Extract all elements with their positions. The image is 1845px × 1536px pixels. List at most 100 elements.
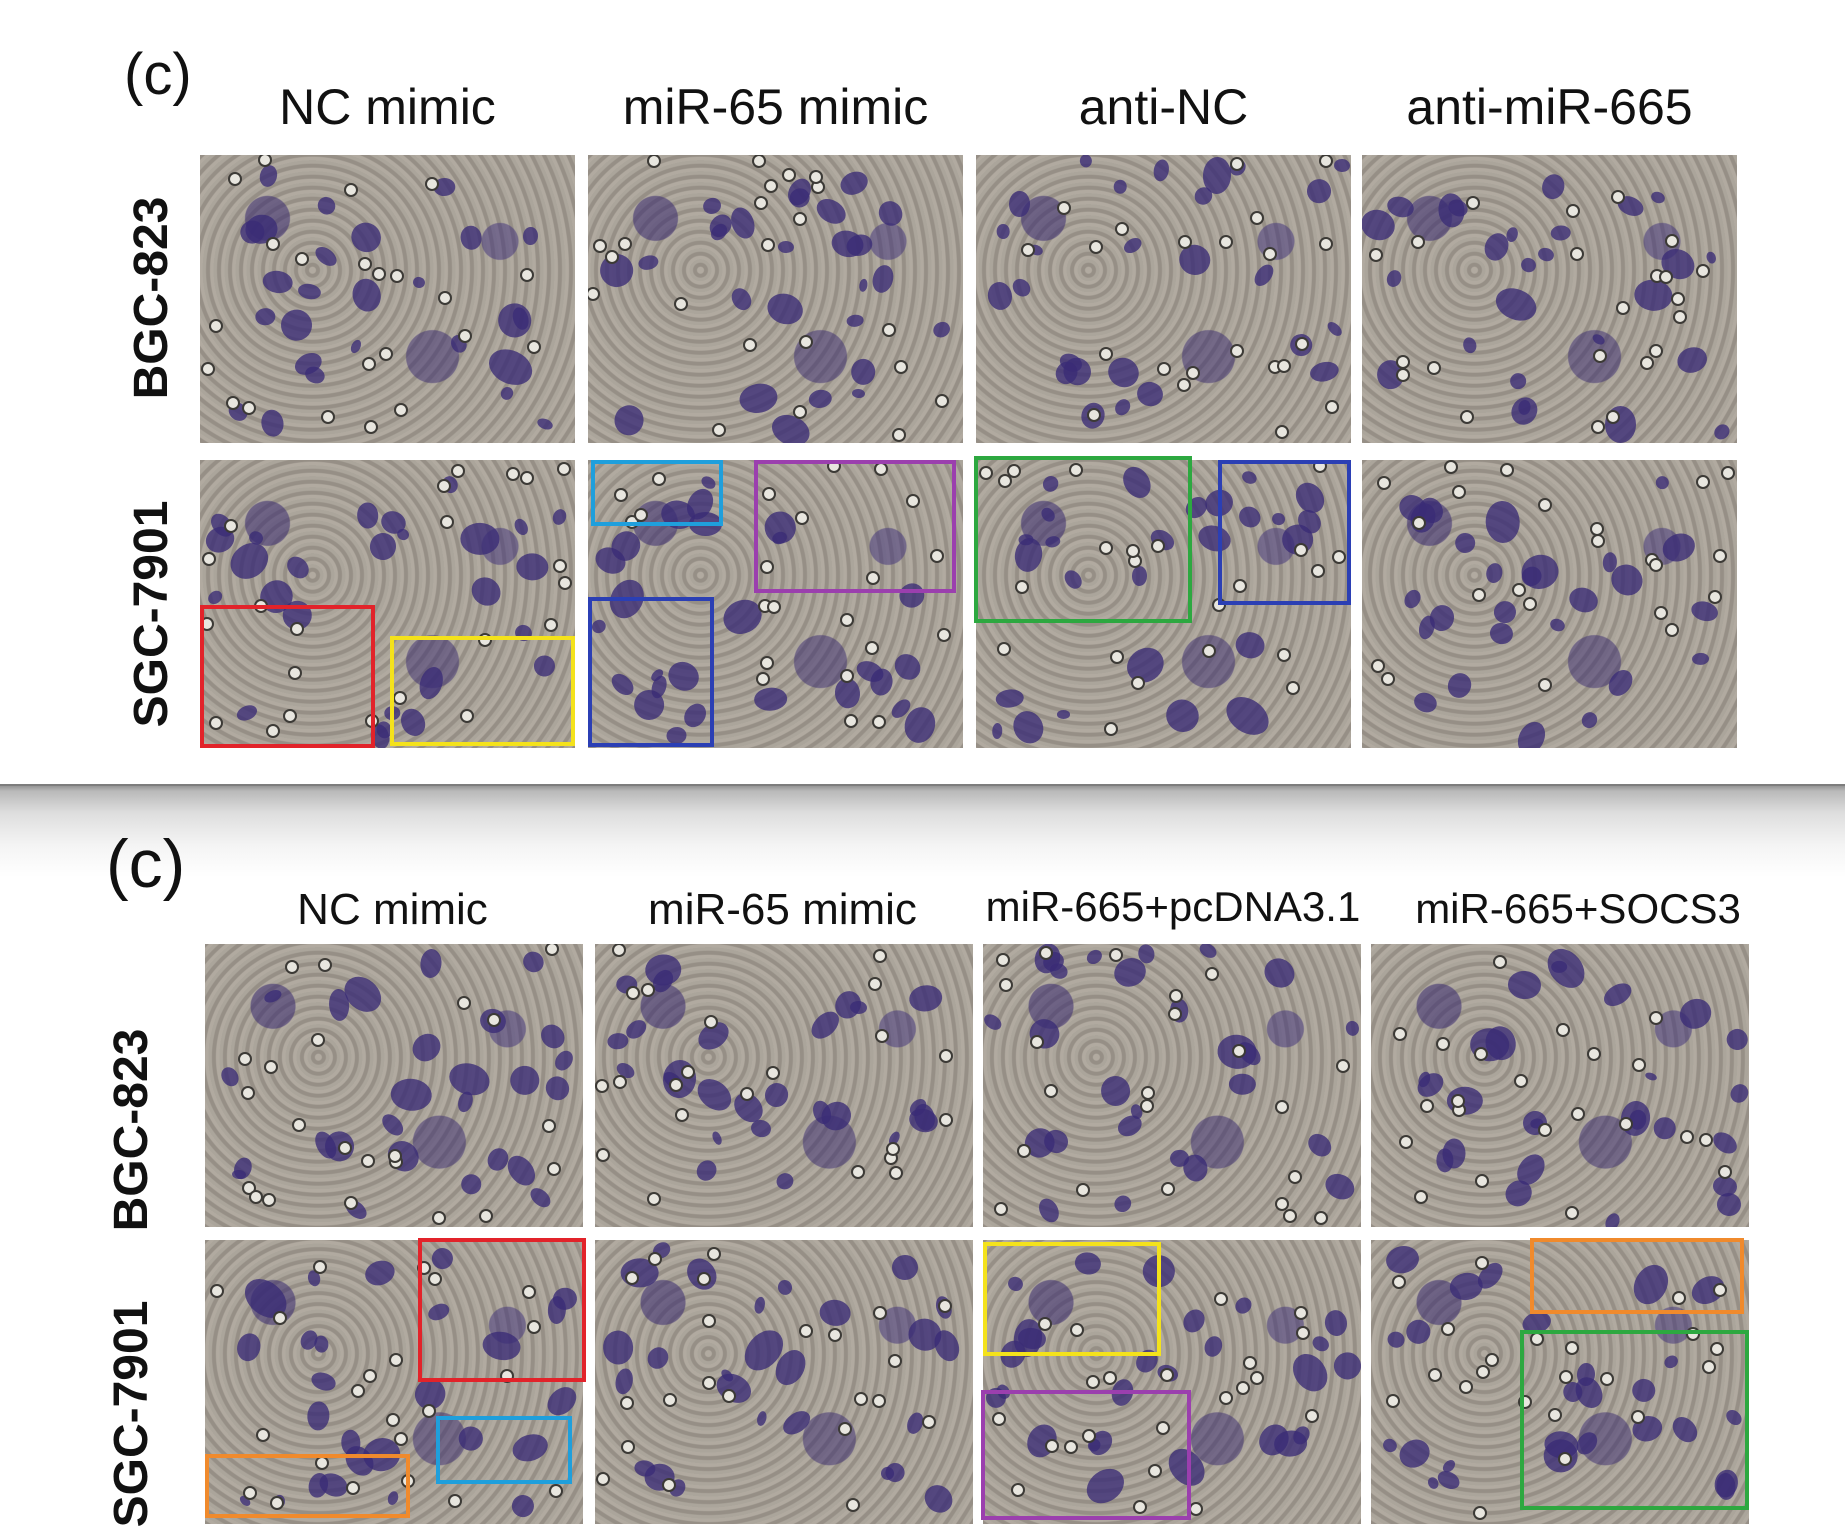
membrane-pore — [754, 156, 765, 167]
membrane-pore — [245, 1487, 255, 1498]
stained-cell — [1401, 1314, 1436, 1349]
membrane-pore — [274, 1312, 285, 1323]
stained-cell — [1233, 629, 1268, 662]
stained-cell — [1250, 261, 1277, 290]
membrane-pore — [762, 561, 773, 572]
membrane-pore — [724, 1391, 735, 1402]
membrane-pore — [259, 155, 270, 166]
stained-cell — [1548, 616, 1567, 634]
micrograph-sgc7901-mir-665-socs3 — [1371, 1240, 1749, 1524]
membrane-pore — [893, 429, 904, 440]
membrane-pore — [1023, 244, 1034, 255]
membrane-pore — [1289, 1171, 1300, 1182]
membrane-pore — [767, 1067, 778, 1078]
membrane-pore — [1169, 1009, 1180, 1020]
membrane-pore — [1278, 649, 1289, 660]
stained-cell — [1507, 369, 1530, 393]
column-label-nc-mimic: NC mimic — [297, 885, 488, 934]
membrane-pore — [390, 1156, 401, 1167]
membrane-pore — [439, 480, 450, 491]
membrane-pore — [210, 320, 221, 331]
stained-cell — [368, 531, 398, 562]
membrane-pore — [244, 1183, 255, 1194]
stained-cell — [1723, 1024, 1749, 1054]
membrane-pore — [551, 1485, 562, 1496]
membrane-pore — [204, 553, 215, 564]
membrane-pore — [744, 340, 755, 351]
membrane-pore — [548, 1163, 559, 1174]
stained-cell — [1078, 155, 1093, 169]
membrane-pore — [1601, 1374, 1612, 1385]
membrane-pore — [1651, 270, 1662, 281]
membrane-pore — [258, 1430, 269, 1441]
stained-cell — [773, 1169, 797, 1193]
stained-cell — [1539, 171, 1568, 202]
stained-cell — [1324, 319, 1345, 339]
membrane-pore — [1171, 991, 1182, 1002]
membrane-pore — [1515, 1076, 1526, 1087]
membrane-pore — [395, 405, 406, 416]
stained-cell — [297, 282, 323, 302]
membrane-pore — [394, 692, 405, 703]
membrane-pore — [1059, 203, 1070, 214]
highlight-box-dark-blue — [588, 597, 714, 747]
stained-cell — [874, 196, 908, 231]
membrane-pore — [848, 1499, 859, 1510]
membrane-pore — [1288, 682, 1299, 693]
stained-cell — [551, 1047, 577, 1074]
membrane-pore — [424, 1406, 435, 1417]
membrane-pore — [1110, 950, 1121, 961]
membrane-pore — [1032, 1036, 1043, 1047]
membrane-pore — [1567, 1207, 1578, 1218]
membrane-pore — [874, 1308, 885, 1319]
membrane-pore — [874, 1395, 885, 1406]
membrane-pore — [1106, 724, 1117, 735]
figure-label: (c) — [124, 42, 192, 107]
membrane-pore — [1414, 518, 1425, 529]
membrane-pore — [1620, 1118, 1631, 1129]
stained-cell — [907, 982, 944, 1014]
membrane-pore — [479, 635, 490, 646]
stained-cell — [752, 1296, 767, 1315]
stained-cell — [1304, 1129, 1337, 1161]
membrane-pore — [1231, 159, 1242, 170]
stained-cell — [541, 1071, 574, 1105]
membrane-pore — [1220, 236, 1231, 247]
stained-cell — [891, 1254, 918, 1281]
membrane-pore — [1650, 560, 1661, 571]
membrane-pore — [627, 988, 638, 999]
stained-cell — [775, 1278, 794, 1297]
membrane-pore — [1438, 1039, 1449, 1050]
membrane-pore — [1711, 1343, 1722, 1354]
membrane-pore — [340, 1142, 351, 1153]
membrane-pore — [762, 658, 773, 669]
stained-cell — [643, 1342, 673, 1373]
membrane-pore — [841, 671, 852, 682]
membrane-pore — [704, 1377, 715, 1388]
membrane-pore — [348, 1483, 359, 1494]
membrane-pore — [353, 1385, 364, 1396]
membrane-pore — [225, 521, 236, 532]
membrane-pore — [1128, 545, 1139, 556]
membrane-pore — [1412, 236, 1423, 247]
membrane-pore — [315, 1261, 326, 1272]
membrane-pore — [1179, 236, 1190, 247]
membrane-pore — [627, 1273, 638, 1284]
membrane-pore — [1295, 1308, 1306, 1319]
membrane-pore — [1703, 1361, 1714, 1372]
membrane-pore — [210, 718, 221, 729]
membrane-pore — [1162, 1183, 1173, 1194]
membrane-pore — [709, 1248, 720, 1259]
stained-cell — [1579, 709, 1600, 732]
membrane-pore — [1041, 948, 1052, 959]
stained-cell — [550, 507, 569, 527]
membrane-pore — [1214, 600, 1225, 611]
column-label-anti-mir-665: anti-miR-665 — [1406, 79, 1693, 135]
stained-cell — [995, 687, 1025, 709]
stained-cell — [381, 1134, 426, 1178]
stained-cell — [691, 1072, 738, 1117]
membrane-pore — [615, 490, 626, 501]
membrane-pore — [1539, 499, 1550, 510]
membrane-pore — [1478, 1366, 1489, 1377]
membrane-pore — [800, 337, 811, 348]
